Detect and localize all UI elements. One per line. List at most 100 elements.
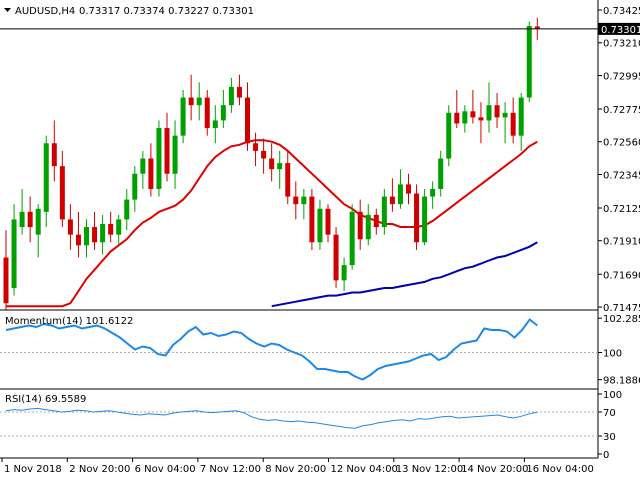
candle-bullish: [220, 105, 226, 121]
candle-bullish: [84, 227, 89, 246]
rsi-axis: 100 70 30 0: [598, 390, 622, 461]
candle-bearish: [454, 112, 460, 124]
time-tick-label: 2 Nov 20:00: [69, 464, 130, 475]
rsi-tick-label: 0: [603, 450, 609, 461]
candle-bearish: [470, 111, 476, 118]
candle-bullish: [381, 196, 387, 228]
candle-bearish: [261, 150, 267, 159]
sma20-layer: [6, 139, 538, 308]
candle-bearish: [204, 97, 210, 129]
candle-bearish: [245, 97, 250, 144]
candle-bearish: [293, 196, 299, 205]
candle-bullish: [180, 97, 186, 136]
candle-bearish: [406, 184, 411, 194]
sma100-line: [271, 241, 538, 308]
candle-bearish: [92, 227, 98, 243]
time-tick-label: 6 Nov 04:00: [135, 464, 196, 475]
candle-bearish: [75, 234, 81, 246]
symbol-label: AUDUSD,H4: [15, 6, 75, 17]
time-tick-label: 8 Nov 20:00: [265, 464, 326, 475]
candle-bullish: [277, 163, 283, 170]
sma100-layer: [271, 241, 538, 308]
rsi-line: [5, 407, 538, 429]
momentum-tick-label: 102.2851: [603, 314, 640, 325]
candle-bullish: [518, 97, 524, 136]
candles-layer: [3, 17, 540, 311]
current-price-box: [598, 22, 640, 35]
candle-bullish: [341, 265, 347, 281]
candle-bullish: [502, 112, 508, 118]
candle-bearish: [534, 26, 540, 29]
chart-header: AUDUSD,H4 0.73317 0.73374 0.73227 0.7330…: [4, 6, 254, 17]
candle-bullish: [140, 158, 146, 174]
time-tick-label: 1 Nov 2018: [4, 464, 62, 475]
candle-bullish: [124, 199, 130, 220]
candle-bullish: [11, 219, 17, 288]
momentum-title: Momentum(14) 101.6122: [5, 316, 133, 327]
momentum-line: [5, 318, 538, 381]
candle-bearish: [51, 143, 57, 167]
candle-bullish: [43, 143, 49, 212]
candle-bullish: [526, 25, 532, 98]
candle-bullish: [430, 188, 436, 197]
candle-bearish: [164, 128, 170, 174]
candle-bullish: [156, 128, 162, 189]
candle-bearish: [67, 219, 73, 235]
dropdown-triangle-icon[interactable]: [4, 8, 11, 12]
candle-bearish: [3, 257, 9, 304]
candle-bearish: [27, 211, 33, 228]
candle-bearish: [357, 211, 363, 240]
candle-bullish: [446, 112, 452, 159]
time-tick-label: 7 Nov 12:00: [200, 464, 261, 475]
candle-bearish: [188, 97, 194, 106]
candle-bullish: [317, 208, 323, 243]
candle-bullish: [486, 105, 492, 121]
candle-bullish: [422, 196, 428, 243]
candle-bullish: [212, 120, 218, 129]
price-tick-label: 0.72775: [603, 105, 640, 116]
rsi-tick-label: 100: [603, 390, 622, 401]
price-tick-label: 0.71475: [603, 303, 640, 314]
time-tick-label: 16 Nov 04:00: [526, 464, 593, 475]
candle-bullish: [365, 214, 371, 240]
candle-bearish: [253, 143, 259, 151]
rsi-tick-label: 70: [603, 408, 616, 419]
momentum-tick-label: 98.1886: [603, 376, 640, 387]
price-tick-label: 0.72345: [603, 170, 640, 181]
time-tick-label: 13 Nov 12:00: [396, 464, 463, 475]
time-tick-label: 12 Nov 04:00: [331, 464, 398, 475]
candle-bearish: [108, 223, 114, 235]
rsi-title: RSI(14) 69.5589: [5, 394, 86, 405]
candle-bearish: [333, 234, 339, 281]
candle-bullish: [397, 184, 403, 205]
price-tick-label: 0.72125: [603, 204, 640, 215]
candle-bullish: [438, 158, 444, 189]
candle-bearish: [236, 86, 242, 98]
candle-bearish: [309, 196, 315, 243]
candle-bearish: [269, 158, 275, 170]
candle-bullish: [301, 196, 307, 205]
candle-bullish: [19, 211, 25, 228]
candle-bearish: [478, 117, 484, 121]
candle-bearish: [285, 163, 291, 197]
candle-bullish: [35, 208, 41, 235]
candle-bearish: [389, 196, 395, 205]
candle-bearish: [414, 193, 420, 243]
price-tick-label: 0.72995: [603, 71, 640, 82]
momentum-tick-label: 100: [603, 349, 622, 360]
candle-bearish: [148, 158, 154, 189]
time-axis: 1 Nov 2018 2 Nov 20:00 6 Nov 04:00 7 Nov 12…: [1, 458, 594, 475]
time-tick-label: 14 Nov 20:00: [461, 464, 528, 475]
ohlc-values: 0.73317 0.73374 0.73227 0.73301: [79, 6, 254, 17]
price-tick-label: 0.73425: [603, 6, 640, 17]
momentum-axis: 102.2851 100 98.1886: [598, 314, 640, 387]
candle-bullish: [196, 97, 202, 106]
candle-bullish: [132, 173, 138, 200]
candle-bullish: [116, 219, 122, 235]
